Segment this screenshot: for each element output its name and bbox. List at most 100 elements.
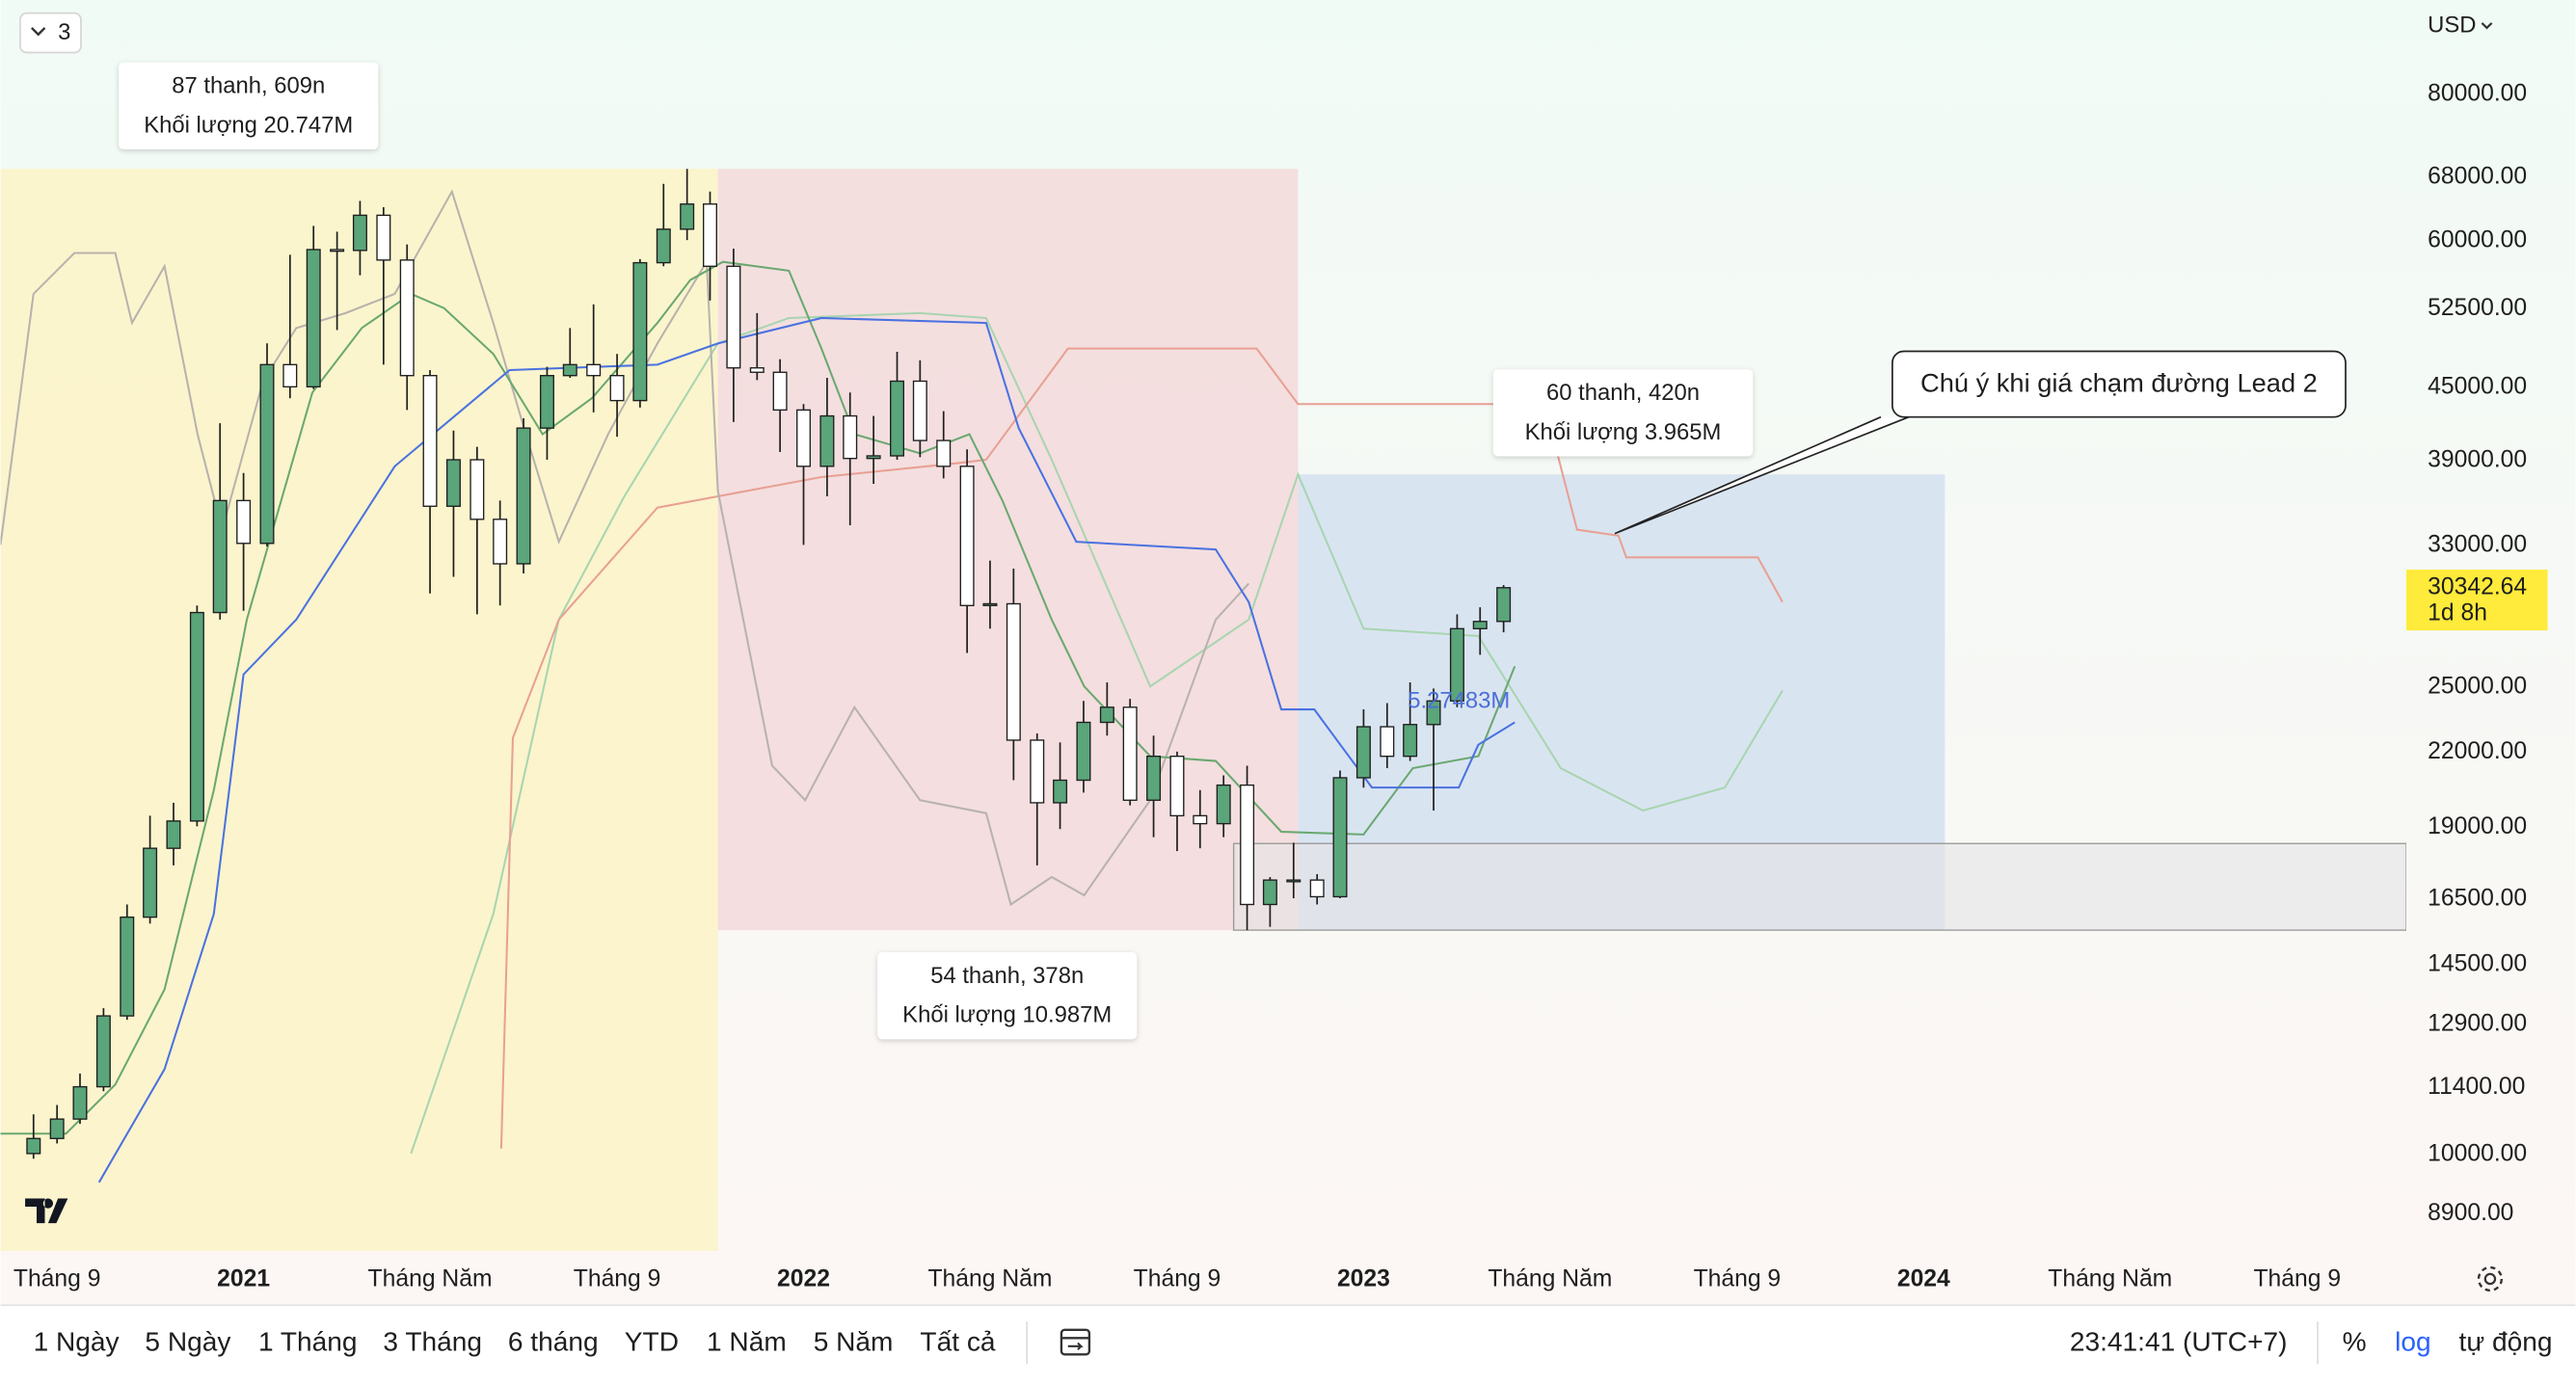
- interval-button[interactable]: [19, 12, 82, 54]
- candle-body: [166, 820, 181, 849]
- candle-body: [1309, 879, 1325, 898]
- y-tick-label: 60000.00: [2428, 227, 2527, 253]
- y-tick-label: 39000.00: [2428, 446, 2527, 472]
- candle-body: [445, 459, 461, 507]
- range-info-text: 60 thanh, 420n: [1546, 380, 1700, 406]
- candle-body: [470, 459, 485, 520]
- candle-body: [516, 427, 531, 565]
- candle-body: [982, 602, 998, 606]
- countdown-label: 1d 8h: [2428, 600, 2487, 626]
- candle-body: [1006, 602, 1021, 741]
- candle-body: [306, 249, 321, 388]
- candle-body: [212, 499, 228, 614]
- candle-body: [680, 203, 695, 230]
- candle-body: [1355, 726, 1371, 779]
- y-tick-label: 14500.00: [2428, 951, 2527, 977]
- candle-body: [95, 1015, 111, 1088]
- candle-body: [1169, 756, 1185, 817]
- candle-body: [1146, 756, 1162, 801]
- y-tick-label: 8900.00: [2428, 1200, 2513, 1226]
- x-tick-label: Tháng 9: [1134, 1265, 1221, 1291]
- candle-body: [1216, 784, 1231, 825]
- x-tick-label: Tháng 9: [574, 1265, 661, 1291]
- candle-body: [282, 363, 298, 388]
- x-tick-label: Tháng Năm: [927, 1265, 1052, 1291]
- interval-count[interactable]: 3: [58, 19, 70, 45]
- range-info-box: [1492, 369, 1754, 457]
- auto-toggle[interactable]: tự động: [2459, 1327, 2553, 1357]
- callout-pointer: [1614, 415, 1910, 535]
- candle-body: [352, 214, 367, 252]
- candle-body: [26, 1137, 41, 1155]
- range-info-text: 54 thanh, 378n: [930, 963, 1084, 989]
- x-tick-label: 2024: [1897, 1265, 1950, 1291]
- candle-body: [1472, 621, 1488, 629]
- y-tick-label: 19000.00: [2428, 813, 2527, 839]
- range-button[interactable]: 5 Ngày: [145, 1327, 230, 1357]
- range-button[interactable]: 1 Năm: [707, 1327, 787, 1357]
- range-info-box: [877, 951, 1138, 1040]
- percent-toggle[interactable]: %: [2343, 1327, 2367, 1357]
- range-info-text: Khối lượng 3.965M: [1525, 419, 1722, 445]
- candle-body: [72, 1085, 88, 1120]
- candle-body: [609, 375, 625, 402]
- candle-body: [1332, 777, 1348, 898]
- x-tick-label: 2023: [1337, 1265, 1390, 1291]
- candle-body: [1076, 721, 1091, 782]
- range-button[interactable]: YTD: [625, 1327, 679, 1357]
- range-area: [0, 169, 718, 1252]
- range-info-box: [119, 62, 379, 150]
- y-tick-label: 68000.00: [2428, 163, 2527, 189]
- candle-body: [376, 214, 391, 261]
- candle-body: [1193, 814, 1208, 825]
- candle-body: [1030, 739, 1045, 804]
- x-tick-label: Tháng Năm: [1488, 1265, 1612, 1291]
- currency-selector[interactable]: USD: [2428, 13, 2476, 39]
- candle-body: [1240, 784, 1255, 906]
- clock: 23:41:41 (UTC+7): [2070, 1327, 2288, 1357]
- x-tick-label: Tháng 9: [2253, 1265, 2341, 1291]
- last-price-box: [2406, 570, 2548, 631]
- range-button[interactable]: 5 Năm: [814, 1327, 894, 1357]
- range-button[interactable]: Tất cả: [920, 1327, 995, 1357]
- callout: Chú ý khi giá chạm đường Lead 2: [1614, 350, 2347, 535]
- candle-body: [749, 367, 765, 373]
- log-toggle[interactable]: log: [2395, 1327, 2431, 1357]
- tradingview-logo[interactable]: [25, 1198, 68, 1224]
- range-button[interactable]: 3 Tháng: [383, 1327, 482, 1357]
- y-tick-label: 12900.00: [2428, 1011, 2527, 1037]
- candle-body: [772, 371, 788, 412]
- candle-body: [586, 363, 602, 377]
- settings-icon[interactable]: [2477, 1265, 2504, 1292]
- candle-body: [890, 380, 905, 457]
- candle-body: [189, 611, 204, 822]
- plot-area: [0, 169, 2407, 1252]
- x-tick-label: Tháng 9: [1694, 1265, 1782, 1291]
- overlay: 87 thanh, 609n Khối lượng 20.747M 54 thanh…: [13, 62, 2548, 1291]
- chevron-icon: [2481, 22, 2493, 30]
- range-button[interactable]: 6 tháng: [508, 1327, 599, 1357]
- y-tick-label: 80000.00: [2428, 80, 2527, 106]
- candle-body: [1380, 726, 1395, 758]
- indicator-line: [499, 347, 1784, 1149]
- candle-body: [796, 409, 812, 467]
- candle-body: [1286, 879, 1301, 883]
- candle-body: [422, 375, 438, 507]
- range-info-text: Khối lượng 10.987M: [902, 1002, 1112, 1028]
- candle-body: [1449, 627, 1464, 702]
- range-info-text: Khối lượng 20.747M: [144, 112, 353, 138]
- y-tick-label: 10000.00: [2428, 1140, 2527, 1166]
- y-tick-label: 52500.00: [2428, 295, 2527, 321]
- candle-body: [1496, 587, 1512, 623]
- candle-body: [843, 414, 858, 460]
- candle-body: [562, 363, 577, 377]
- candle-body: [726, 265, 741, 369]
- range-button[interactable]: 1 Ngày: [34, 1327, 120, 1357]
- x-tick-label: 2021: [217, 1265, 270, 1291]
- indicator-line: [0, 260, 1516, 1135]
- range-button[interactable]: 1 Tháng: [258, 1327, 358, 1357]
- date-range-icon[interactable]: [1060, 1328, 1091, 1356]
- candle-body: [632, 261, 648, 402]
